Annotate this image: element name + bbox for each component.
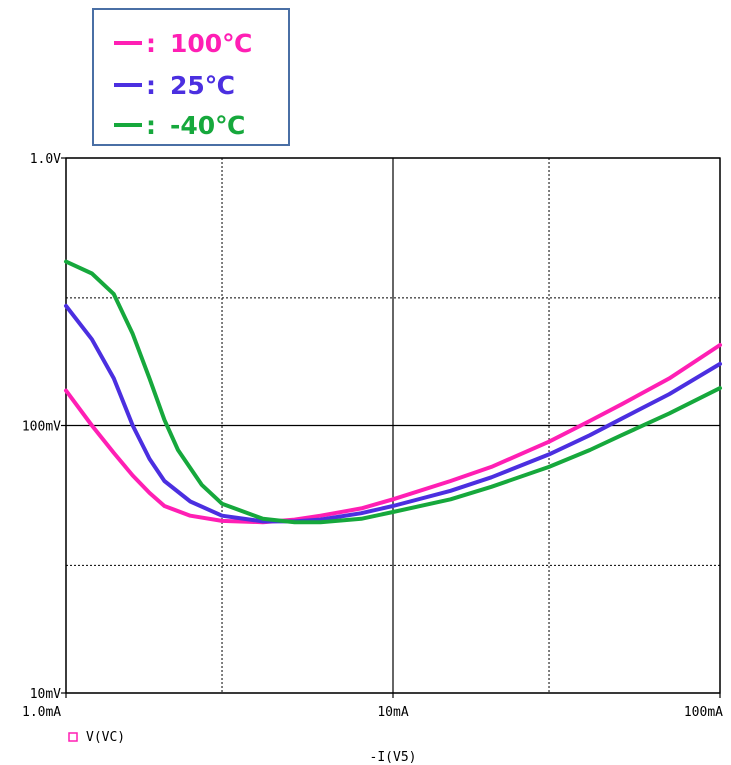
legend-label-minus40c: -40℃ xyxy=(170,110,246,140)
legend-separator: : xyxy=(146,28,156,58)
x-axis-label: -I(V5) xyxy=(370,750,417,765)
legend-swatch-25c xyxy=(114,83,142,87)
trace-legend-label: V(VC) xyxy=(86,730,125,745)
legend-swatch-100c xyxy=(114,41,142,45)
legend-entry-100c: : 100℃ xyxy=(114,28,252,58)
y-tick-label: 1.0V xyxy=(30,152,61,167)
x-tick-label: 10mA xyxy=(377,705,408,720)
y-tick-label: 100mV xyxy=(22,420,61,435)
legend-box: : 100℃ : 25℃ : -40℃ xyxy=(92,8,290,146)
legend-separator: : xyxy=(146,70,156,100)
legend-separator: : xyxy=(146,110,156,140)
series-line xyxy=(64,343,722,525)
y-tick-label: 10mV xyxy=(30,687,61,702)
x-tick-label: 100mA xyxy=(684,705,723,720)
legend-swatch-minus40c xyxy=(114,123,142,127)
legend-entry-25c: : 25℃ xyxy=(114,70,235,100)
x-tick-label: 1.0mA xyxy=(22,705,61,720)
legend-label-25c: 25℃ xyxy=(170,70,236,100)
legend-label-100c: 100℃ xyxy=(170,28,253,58)
series-line xyxy=(64,259,722,525)
legend-entry-minus40c: : -40℃ xyxy=(114,110,245,140)
trace-marker-square xyxy=(68,732,78,742)
